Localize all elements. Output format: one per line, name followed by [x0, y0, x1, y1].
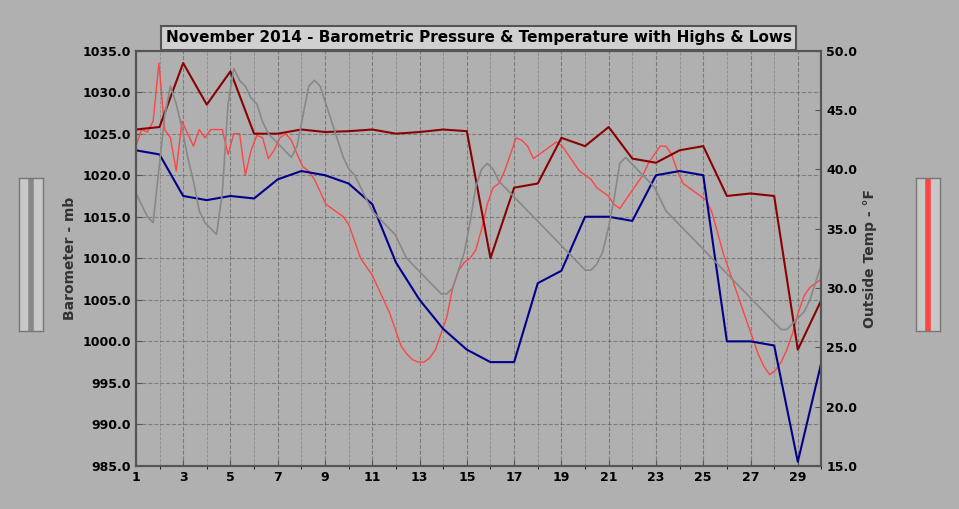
Y-axis label: Outside Temp - °F: Outside Temp - °F [863, 189, 877, 328]
Title: November 2014 - Barometric Pressure & Temperature with Highs & Lows: November 2014 - Barometric Pressure & Te… [166, 30, 792, 45]
Y-axis label: Barometer - mb: Barometer - mb [63, 196, 77, 320]
